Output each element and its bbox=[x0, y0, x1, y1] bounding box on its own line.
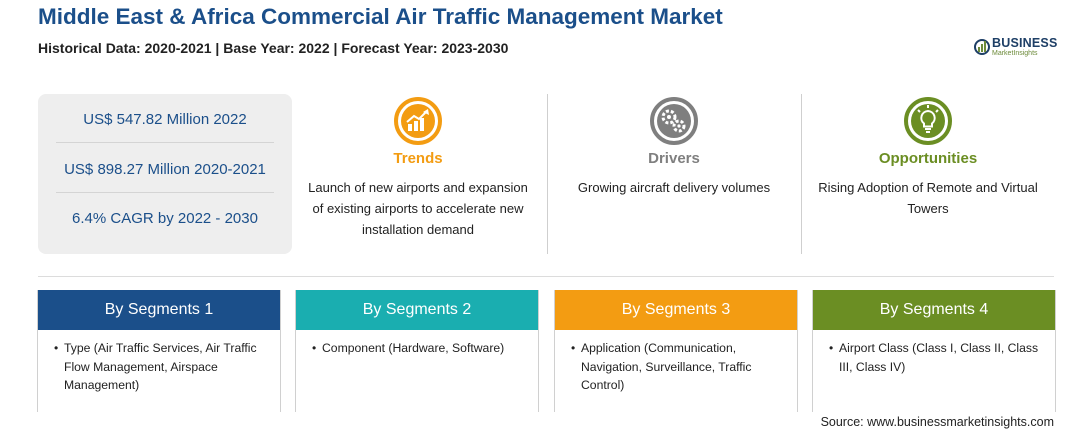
bullet-icon: • bbox=[571, 341, 576, 355]
logo-tagline: MarketInsights bbox=[992, 50, 1038, 57]
logo-globe-icon bbox=[974, 39, 990, 55]
segment-4-title: By Segments 4 bbox=[813, 290, 1055, 330]
segment-1-text: Type (Air Traffic Services, Air Traffic … bbox=[64, 341, 257, 392]
stat-divider bbox=[56, 192, 274, 193]
chart-up-icon bbox=[394, 97, 442, 145]
bullet-icon: • bbox=[312, 341, 317, 355]
segment-4-text: Airport Class (Class I, Class II, Class … bbox=[839, 341, 1039, 374]
feature-drivers-title: Drivers bbox=[648, 150, 700, 167]
feature-opportunities-title: Opportunities bbox=[878, 150, 978, 167]
segment-1-card: By Segments 1 • Type (Air Traffic Servic… bbox=[37, 290, 281, 412]
segment-2-card: By Segments 2 • Component (Hardware, Sof… bbox=[295, 290, 539, 412]
page-subtitle: Historical Data: 2020-2021 | Base Year: … bbox=[38, 40, 509, 56]
feature-opportunities-text: Rising Adoption of Remote and Virtual To… bbox=[818, 180, 1038, 216]
stat-divider bbox=[56, 142, 274, 143]
source-note: Source: www.businessmarketinsights.com bbox=[820, 415, 1054, 429]
section-divider bbox=[38, 276, 1054, 277]
feature-drivers-text: Growing aircraft delivery volumes bbox=[577, 180, 771, 195]
segment-3-card: By Segments 3 • Application (Communicati… bbox=[554, 290, 798, 412]
stat-market-value-historical: US$ 898.27 Million 2020-2021 bbox=[64, 161, 266, 178]
stat-market-value-2022: US$ 547.82 Million 2022 bbox=[83, 111, 247, 128]
segment-4-card: By Segments 4 • Airport Class (Class I, … bbox=[812, 290, 1056, 412]
segment-3-text: Application (Communication, Navigation, … bbox=[581, 341, 752, 392]
segment-3-body: • Application (Communication, Navigation… bbox=[555, 330, 797, 395]
segment-2-body: • Component (Hardware, Software) bbox=[296, 330, 538, 358]
segment-3-title: By Segments 3 bbox=[555, 290, 797, 330]
bullet-icon: • bbox=[829, 341, 834, 355]
segment-4-body: • Airport Class (Class I, Class II, Clas… bbox=[813, 330, 1055, 376]
feature-divider bbox=[801, 94, 802, 254]
stat-cagr: 6.4% CAGR by 2022 - 2030 bbox=[72, 210, 258, 227]
segment-2-text: Component (Hardware, Software) bbox=[322, 341, 505, 355]
segment-1-title: By Segments 1 bbox=[38, 290, 280, 330]
feature-trends-title: Trends bbox=[393, 150, 443, 167]
brand-logo: BUSINESS MarketInsights bbox=[974, 34, 1064, 60]
segment-2-title: By Segments 2 bbox=[296, 290, 538, 330]
feature-divider bbox=[547, 94, 548, 254]
segment-1-body: • Type (Air Traffic Services, Air Traffi… bbox=[38, 330, 280, 395]
feature-trends-text: Launch of new airports and expansion of … bbox=[308, 180, 528, 237]
bullet-icon: • bbox=[54, 341, 59, 355]
stats-panel: US$ 547.82 Million 2022 US$ 898.27 Milli… bbox=[38, 94, 292, 254]
gears-icon bbox=[650, 97, 698, 145]
logo-name: BUSINESS bbox=[992, 36, 1058, 50]
page-title: Middle East & Africa Commercial Air Traf… bbox=[38, 4, 723, 29]
lightbulb-icon bbox=[904, 97, 952, 145]
